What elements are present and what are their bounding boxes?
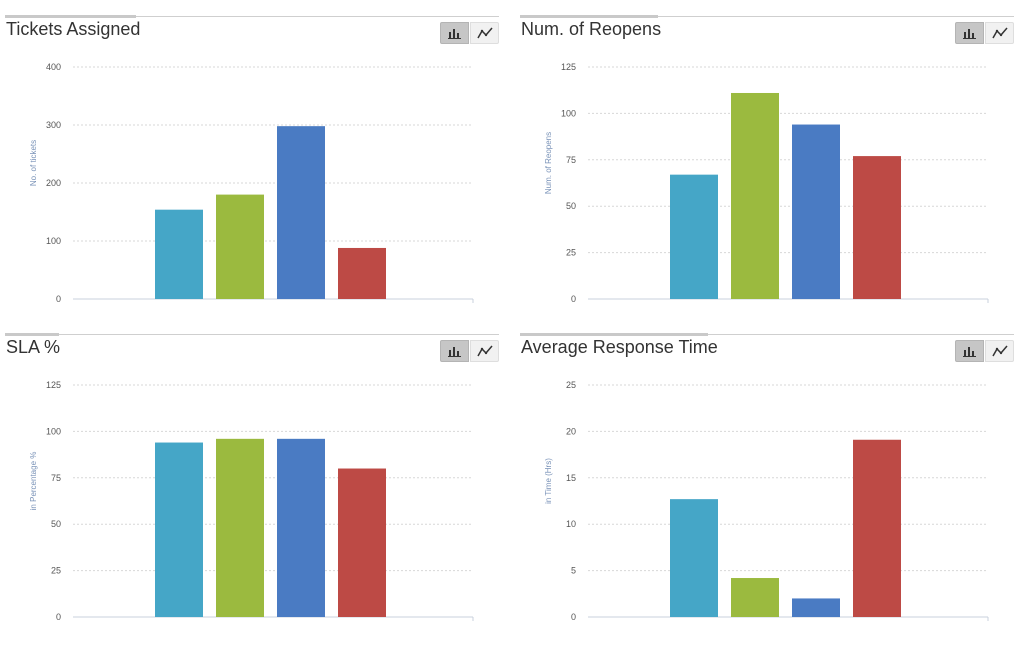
chart-panel-tickets-assigned: Tickets Assigned 0 100 200 300 400 No. of tic…: [5, 15, 500, 316]
y-axis-label: in Time (Hrs): [544, 458, 553, 504]
line-chart-icon: [476, 27, 493, 39]
line-chart-button[interactable]: [985, 22, 1014, 44]
bar-chart-button[interactable]: [440, 22, 469, 44]
panel-divider: [520, 16, 1014, 17]
panel-title: Tickets Assigned: [6, 19, 141, 39]
bar: [155, 442, 203, 617]
bar: [792, 124, 840, 299]
y-tick-label: 50: [51, 519, 61, 529]
y-tick-label: 5: [571, 566, 576, 576]
line-chart-icon: [991, 27, 1008, 39]
bar-chart-icon: [962, 347, 976, 357]
bar: [338, 247, 386, 299]
y-tick-label: 10: [566, 519, 576, 529]
bar: [338, 468, 386, 617]
bar: [277, 438, 325, 617]
chart-type-toggle: [955, 22, 1015, 44]
bar-chart-icon: [447, 347, 461, 357]
bar-chart: 0 5 10 15 20 25 in Time (Hrs): [544, 380, 989, 622]
chart-type-toggle: [440, 22, 500, 44]
y-tick-label: 25: [566, 380, 576, 390]
chart-panel-num-of-reopens: Num. of Reopens 0 25 50 75 100 125 Num. of Reo…: [520, 15, 1015, 316]
bar: [670, 499, 718, 617]
y-tick-label: 50: [566, 201, 576, 211]
line-chart-icon: [476, 345, 493, 357]
y-axis-label: Num. of Reopens: [544, 132, 553, 194]
bar-chart-button[interactable]: [955, 340, 984, 362]
y-tick-label: 100: [46, 426, 61, 436]
bar: [216, 194, 264, 299]
y-tick-label: 125: [46, 380, 61, 390]
line-chart-button[interactable]: [985, 340, 1014, 362]
y-tick-label: 20: [566, 426, 576, 436]
bar: [853, 439, 901, 617]
y-tick-label: 0: [571, 294, 576, 304]
y-tick-label: 0: [56, 294, 61, 304]
panel-title: Num. of Reopens: [521, 19, 662, 39]
y-tick-label: 75: [51, 473, 61, 483]
bar: [277, 126, 325, 299]
chart-panel-average-response-time: Average Response Time 0 5 10 15 20 25 in Time …: [520, 333, 1015, 634]
y-tick-label: 75: [566, 155, 576, 165]
bar: [155, 209, 203, 299]
bar: [792, 598, 840, 617]
panel-title: SLA %: [6, 337, 61, 357]
bar-chart: 0 25 50 75 100 125 Num. of Reopens: [544, 62, 989, 304]
panel-title: Average Response Time: [521, 337, 718, 357]
bar: [216, 438, 264, 617]
y-tick-label: 125: [561, 62, 576, 72]
y-tick-label: 0: [571, 612, 576, 622]
bar-chart-button[interactable]: [955, 22, 984, 44]
panel-title-accent: [5, 333, 59, 336]
panel-title-accent: [520, 15, 658, 18]
y-tick-label: 25: [51, 566, 61, 576]
chart-type-toggle: [440, 340, 500, 362]
panel-title-accent: [520, 333, 708, 336]
line-chart-button[interactable]: [470, 340, 499, 362]
bar-chart-button[interactable]: [440, 340, 469, 362]
y-tick-label: 400: [46, 62, 61, 72]
y-axis-label: in Percentage %: [29, 452, 38, 511]
bar: [731, 92, 779, 299]
y-axis-label: No. of tickets: [29, 140, 38, 186]
y-tick-label: 200: [46, 178, 61, 188]
bar: [853, 156, 901, 299]
y-tick-label: 15: [566, 473, 576, 483]
bar: [731, 578, 779, 617]
panel-divider: [5, 334, 499, 335]
y-tick-label: 25: [566, 248, 576, 258]
panel-divider: [520, 334, 1014, 335]
chart-panel-sla-percent: SLA % 0 25 50 75 100 125 in Percentage %: [5, 333, 500, 634]
bar: [670, 174, 718, 299]
panel-divider: [5, 16, 499, 17]
panel-title-accent: [5, 15, 136, 18]
y-tick-label: 300: [46, 120, 61, 130]
chart-type-toggle: [955, 340, 1015, 362]
y-tick-label: 0: [56, 612, 61, 622]
bar-chart: 0 25 50 75 100 125 in Percentage %: [29, 380, 474, 622]
bar-chart: 0 100 200 300 400 No. of tickets: [29, 62, 474, 304]
y-tick-label: 100: [46, 236, 61, 246]
y-tick-label: 100: [561, 108, 576, 118]
line-chart-icon: [991, 345, 1008, 357]
line-chart-button[interactable]: [470, 22, 499, 44]
bar-chart-icon: [962, 29, 976, 39]
bar-chart-icon: [447, 29, 461, 39]
